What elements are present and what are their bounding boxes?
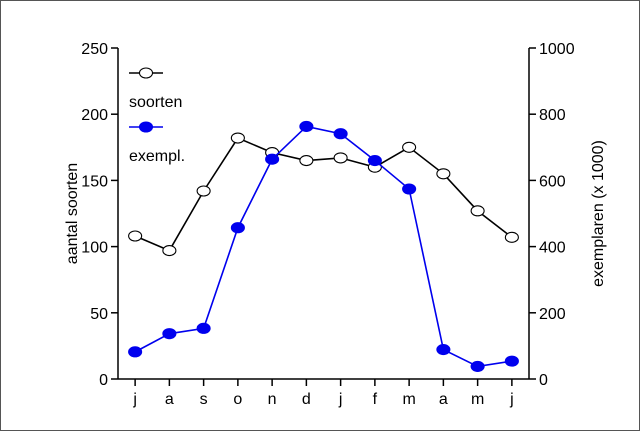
data-point xyxy=(470,205,485,217)
legend-entry: exempl. xyxy=(129,121,185,165)
y-right-tick-label: 1000 xyxy=(539,41,575,58)
y-right-tick-label: 600 xyxy=(539,173,566,190)
y-axis-left-title: aantal soorten xyxy=(64,163,81,264)
data-point xyxy=(333,152,348,164)
data-point xyxy=(265,153,280,165)
y-left-tick-label: 200 xyxy=(81,107,108,124)
data-point xyxy=(504,355,519,367)
y-right-tick-label: 200 xyxy=(539,306,566,323)
y-left-tick-label: 250 xyxy=(81,41,108,58)
data-point xyxy=(402,183,417,195)
x-tick-label: o xyxy=(233,391,242,408)
x-tick-label: n xyxy=(268,391,277,408)
axes: 0 50 100 150 200 250 0 200 400 600 800 1000 j a s o n d j f… xyxy=(64,41,607,408)
x-tick-label: a xyxy=(165,391,174,408)
y-axis-right-title: exemplaren (x 1000) xyxy=(590,140,607,287)
y-left-tick-label: 0 xyxy=(99,372,108,389)
x-tick-label: j xyxy=(338,391,343,408)
series-line xyxy=(134,137,513,252)
legend-label: exempl. xyxy=(129,148,185,165)
data-point xyxy=(470,360,485,372)
x-tick-label: f xyxy=(373,391,378,408)
data-point xyxy=(196,185,211,197)
x-tick-label: a xyxy=(439,391,448,408)
legend: soorten exempl. xyxy=(129,67,185,165)
legend-label: soorten xyxy=(129,94,182,111)
y-right-tick-label: 400 xyxy=(539,240,566,257)
legend-entry: soorten xyxy=(129,67,182,111)
data-point xyxy=(162,328,177,340)
data-point xyxy=(299,154,314,167)
y-right-tick-label: 800 xyxy=(539,107,566,124)
legend-marker xyxy=(138,67,154,79)
x-tick-label: j xyxy=(132,391,137,408)
y-left-tick-label: 150 xyxy=(81,173,108,190)
data-point xyxy=(504,231,519,243)
x-tick-label: s xyxy=(200,391,208,408)
data-point xyxy=(128,346,143,358)
x-tick-label: j xyxy=(509,391,514,408)
data-point xyxy=(436,168,451,180)
x-tick-label: m xyxy=(402,391,415,408)
series-line xyxy=(134,125,512,368)
y-left-tick-label: 50 xyxy=(90,306,108,323)
x-tick-label: d xyxy=(302,391,311,408)
y-left-tick-label: 100 xyxy=(81,240,108,257)
series-soorten xyxy=(128,132,519,257)
series-layer xyxy=(128,120,519,372)
y-right-tick-label: 0 xyxy=(539,372,548,389)
data-point xyxy=(162,245,177,257)
data-point xyxy=(402,141,417,153)
data-point xyxy=(299,120,314,132)
data-point xyxy=(230,222,245,234)
data-point xyxy=(128,230,143,242)
data-point xyxy=(367,154,382,167)
x-tick-label: m xyxy=(471,391,484,408)
series-exempl xyxy=(128,120,519,372)
data-point xyxy=(436,343,451,356)
data-point xyxy=(196,322,211,334)
data-point xyxy=(230,132,245,144)
data-point xyxy=(333,128,348,140)
legend-marker xyxy=(138,121,154,133)
